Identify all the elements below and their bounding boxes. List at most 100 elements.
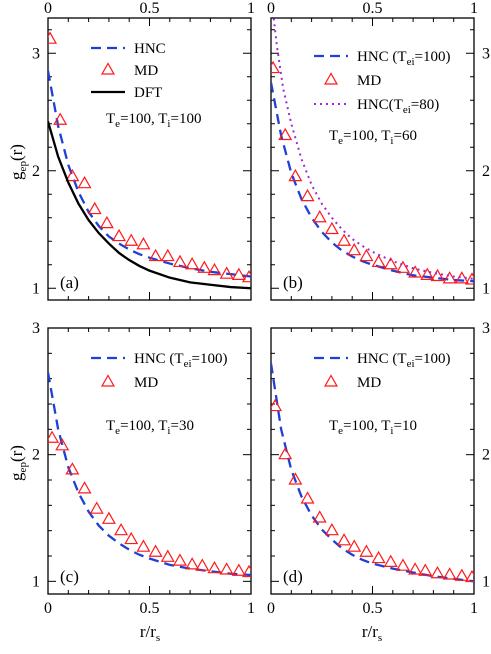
y-tick-label: 1: [482, 280, 490, 297]
md-point: [359, 248, 374, 262]
legend-label: MD: [357, 375, 381, 391]
md-point: [371, 254, 386, 268]
y-tick-label: 1: [482, 573, 490, 590]
md-point: [207, 560, 222, 574]
panel-label: (c): [60, 567, 79, 586]
x-axis-title-right: r/rs: [362, 622, 382, 644]
legend-md-marker: [100, 62, 116, 75]
y-tick-label: 2: [32, 447, 40, 464]
x-tick-label: 1: [470, 600, 478, 617]
md-point: [219, 266, 234, 279]
md-point: [442, 271, 457, 284]
panel-c-frame: [47, 327, 252, 595]
panel-label: (b): [283, 273, 303, 292]
md-point: [464, 569, 474, 583]
hnc-t-line: [271, 363, 474, 583]
md-point: [300, 491, 315, 504]
y-axis-title-bottom: gep(r): [7, 445, 29, 481]
y-axis-title-top: gep(r): [7, 144, 29, 180]
legend-label: MD: [357, 73, 381, 89]
md-point: [87, 201, 102, 215]
panel-label: (d): [283, 567, 303, 586]
md-point: [55, 438, 70, 451]
md-point: [89, 501, 104, 514]
y-tick-label: 3: [482, 45, 490, 62]
x-tick-label: 0.5: [140, 600, 160, 617]
md-point: [324, 522, 339, 536]
tick-layer: [47, 18, 475, 594]
md-point: [53, 112, 68, 125]
legend-md-marker: [100, 374, 116, 387]
condition-annotation: Te=100, Ti=100: [106, 111, 201, 130]
md-point: [278, 127, 293, 141]
legend-label: DFT: [134, 85, 162, 101]
md-point: [185, 557, 200, 570]
md-point: [324, 221, 339, 235]
md-point: [395, 260, 410, 273]
md-point: [197, 260, 212, 273]
legend-label: MD: [134, 375, 158, 391]
y-tick-label: 2: [482, 447, 490, 464]
x-tick-label: 0: [267, 600, 275, 617]
md-point: [418, 563, 433, 576]
md-point: [371, 550, 386, 564]
md-point: [160, 248, 175, 262]
md-point: [241, 564, 251, 578]
x-tick-label: 0.5: [363, 600, 383, 617]
md-point: [112, 228, 127, 242]
md-point: [195, 558, 210, 571]
md-point: [464, 272, 474, 285]
x-tick-label: 0: [44, 600, 52, 617]
y-tick-label: 2: [482, 163, 490, 180]
md-point: [101, 511, 116, 524]
md-point: [172, 254, 187, 268]
condition-annotation: Te=100, Ti=60: [329, 128, 417, 147]
md-point: [136, 237, 151, 250]
md-point: [430, 268, 445, 282]
md-point: [48, 430, 60, 443]
x-tick-label: 0: [44, 0, 52, 17]
md-point: [300, 188, 315, 202]
md-point: [430, 566, 445, 579]
x-tick-label: 0.5: [140, 0, 160, 17]
md-point: [185, 257, 200, 270]
md-point: [136, 539, 151, 552]
legend-layer: HNC MD DFT HNC (Tei=100) MD HNC(Tei=80) HNC (T…: [91, 41, 451, 391]
md-point: [454, 568, 469, 581]
data-layer: [48, 18, 474, 583]
md-point: [383, 257, 398, 270]
legend-label: HNC (Tei=100): [357, 351, 451, 370]
md-point: [231, 267, 246, 280]
md-point: [442, 567, 457, 580]
md-point: [148, 248, 163, 262]
md-point: [148, 544, 163, 557]
y-tick-label: 1: [32, 573, 40, 590]
panel-label: (a): [60, 273, 79, 292]
y-tick-label: 3: [32, 320, 40, 337]
legend-label: HNC: [134, 41, 166, 57]
md-point: [77, 481, 92, 494]
md-point: [114, 522, 129, 536]
x-tick-label: 0.5: [363, 0, 383, 17]
md-point: [337, 533, 352, 546]
md-point: [337, 233, 352, 246]
md-point: [271, 398, 283, 412]
md-point: [124, 233, 139, 246]
md-point: [124, 531, 139, 545]
md-point: [359, 544, 374, 557]
y-tick-label: 3: [32, 45, 40, 62]
md-point: [347, 539, 362, 552]
md-point: [408, 265, 423, 278]
legend-md-marker: [323, 72, 339, 85]
condition-annotation: Te=100, Ti=10: [329, 418, 417, 437]
md-point: [231, 563, 246, 576]
panel-d-frame: [270, 327, 475, 595]
md-point: [288, 168, 303, 182]
legend-label: HNC(Tei=80): [357, 97, 439, 116]
md-point: [271, 60, 281, 74]
md-point: [278, 446, 293, 460]
x-tick-label: 1: [470, 0, 478, 17]
x-tick-label: 1: [247, 0, 255, 17]
hnc-line: [48, 70, 251, 278]
